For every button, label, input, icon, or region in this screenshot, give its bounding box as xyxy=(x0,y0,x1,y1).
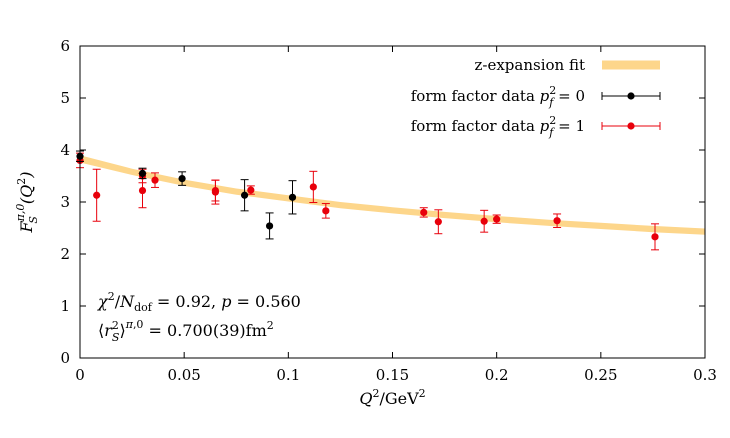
legend-marker xyxy=(627,92,635,100)
y-tick-label: 0 xyxy=(60,349,70,367)
axis-ticks: 0 0.05 0.1 0.15 0.2 0.25 0.3 0 1 2 3 4 5 6 xyxy=(60,37,716,384)
data-point xyxy=(553,217,561,225)
data-point xyxy=(493,215,501,223)
annotation-charge-radius: ⟨r2 S⟩π,0 = 0.700(39)fm2 xyxy=(98,318,274,344)
plot-frame xyxy=(79,45,706,359)
legend: z-expansion fit form factor data p2 f = 0… xyxy=(411,56,661,139)
data-point xyxy=(480,217,488,225)
data-point xyxy=(138,186,147,195)
data-point xyxy=(93,191,101,199)
data-point xyxy=(138,169,147,177)
data-point xyxy=(211,188,220,196)
x-tick-label: 0.3 xyxy=(693,366,717,384)
y-tick-label: 3 xyxy=(60,193,70,211)
data-point xyxy=(178,175,186,183)
x-axis-label: Q2/GeV2 xyxy=(359,387,425,408)
data-point xyxy=(420,208,428,216)
data-point xyxy=(322,207,330,215)
y-axis-label: Fπ,0S(Q2) xyxy=(14,172,40,234)
data-point xyxy=(240,191,249,199)
data-point xyxy=(288,193,297,201)
x-tick-label: 0 xyxy=(75,366,85,384)
data-point xyxy=(265,222,274,230)
data-point xyxy=(651,233,659,241)
y-tick-label: 4 xyxy=(60,141,70,159)
legend-marker xyxy=(627,122,635,130)
legend-p1-swatch xyxy=(601,122,661,130)
data-point xyxy=(434,218,442,226)
x-tick-label: 0.1 xyxy=(276,366,300,384)
data-point xyxy=(247,186,255,194)
y-tick-label: 5 xyxy=(60,89,70,107)
x-tick-label: 0.15 xyxy=(376,366,409,384)
fit-band xyxy=(80,155,705,235)
legend-p0-swatch xyxy=(601,92,661,100)
data-point xyxy=(151,176,159,184)
y-tick-label: 1 xyxy=(60,297,70,315)
legend-p1-label: form factor data p2 f = 1 xyxy=(411,114,585,139)
fit-band-layer xyxy=(80,155,705,235)
x-tick-label: 0.2 xyxy=(485,366,509,384)
data-point xyxy=(309,183,317,191)
y-tick-label: 6 xyxy=(60,37,70,55)
legend-fit-label: z-expansion fit xyxy=(474,56,585,74)
annotation-chi-squared: χ2/Ndof = 0.92, p = 0.560 xyxy=(97,290,301,314)
x-tick-label: 0.25 xyxy=(584,366,617,384)
legend-p0-label: form factor data p2 f = 0 xyxy=(411,84,585,109)
data-points-layer xyxy=(76,150,659,251)
series-p1 xyxy=(76,152,659,251)
y-tick-label: 2 xyxy=(60,245,70,263)
x-tick-label: 0.05 xyxy=(167,366,200,384)
